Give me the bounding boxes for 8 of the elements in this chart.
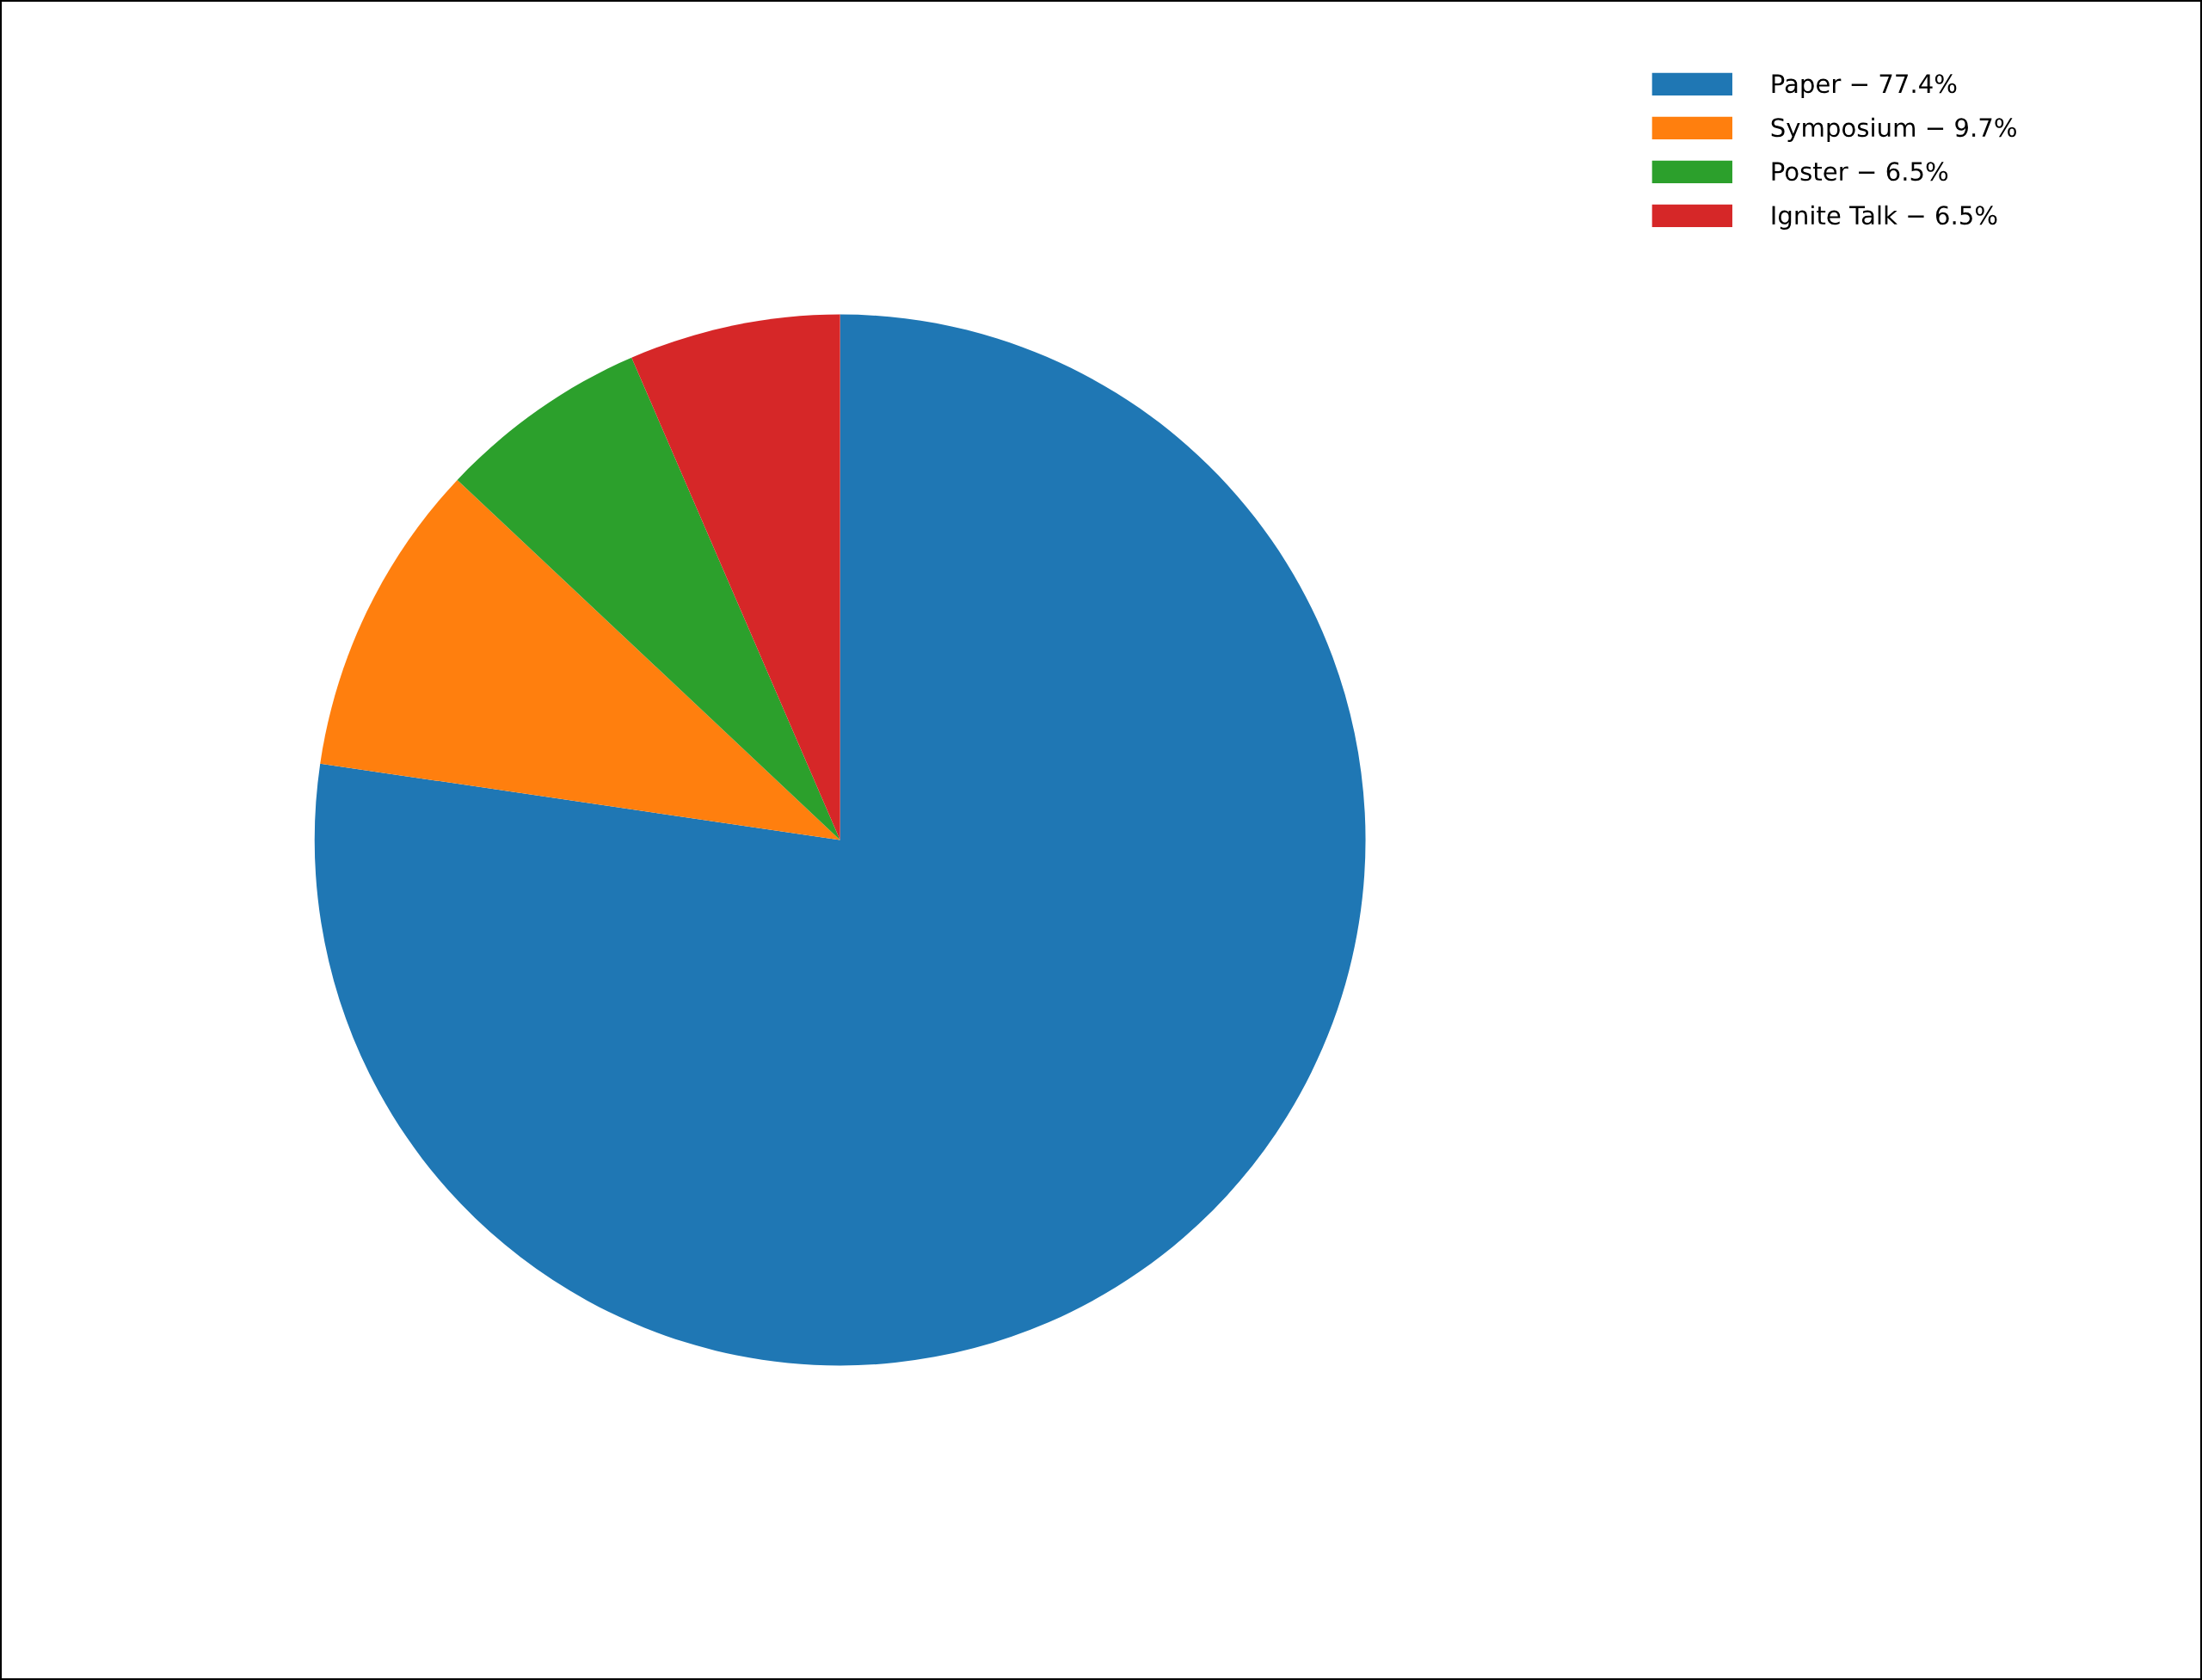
pie-slice [631, 314, 840, 840]
pie-slice [314, 314, 1366, 1366]
pie-slice [320, 479, 840, 840]
pie-slice [457, 357, 840, 840]
legend-label: Paper − 77.4% [1772, 74, 1957, 98]
legend-label: Symposium − 9.7% [1771, 117, 2016, 142]
legend-label: Poster − 6.5% [1772, 162, 1948, 182]
legend-label: Ignite Talk − 6.5% [1772, 205, 1997, 230]
